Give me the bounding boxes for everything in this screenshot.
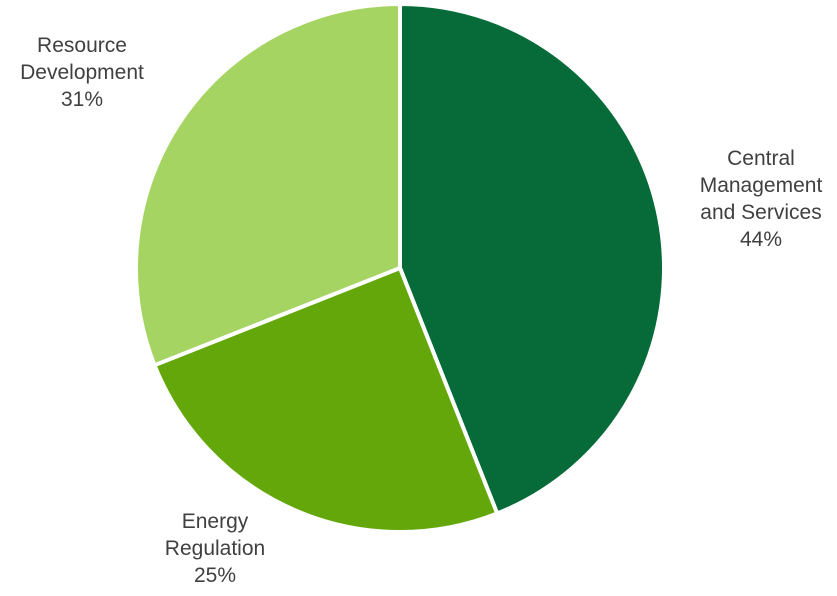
slice-label-line: Management <box>699 174 823 197</box>
slice-percent-label: 25% <box>193 564 237 587</box>
slice-resource-development <box>134 2 402 368</box>
slice-label-line: Regulation <box>164 537 266 560</box>
slice-label-central-management: Central Management and Services 44% <box>686 145 836 253</box>
slice-label-line: Resource <box>37 34 127 57</box>
slice-label-energy-regulation: Energy Regulation 25% <box>140 508 290 589</box>
slice-label-line: and Services <box>700 201 822 224</box>
slice-central-management <box>398 2 666 516</box>
slice-label-line: Development <box>20 61 144 84</box>
slice-energy-regulation <box>152 266 500 534</box>
slice-percent-label: 44% <box>739 228 783 251</box>
slice-label-line: Energy <box>181 510 249 533</box>
slice-label-line: Central <box>727 147 795 170</box>
slice-percent-label: 31% <box>60 88 104 111</box>
slice-label-resource-development: Resource Development 31% <box>6 32 158 113</box>
